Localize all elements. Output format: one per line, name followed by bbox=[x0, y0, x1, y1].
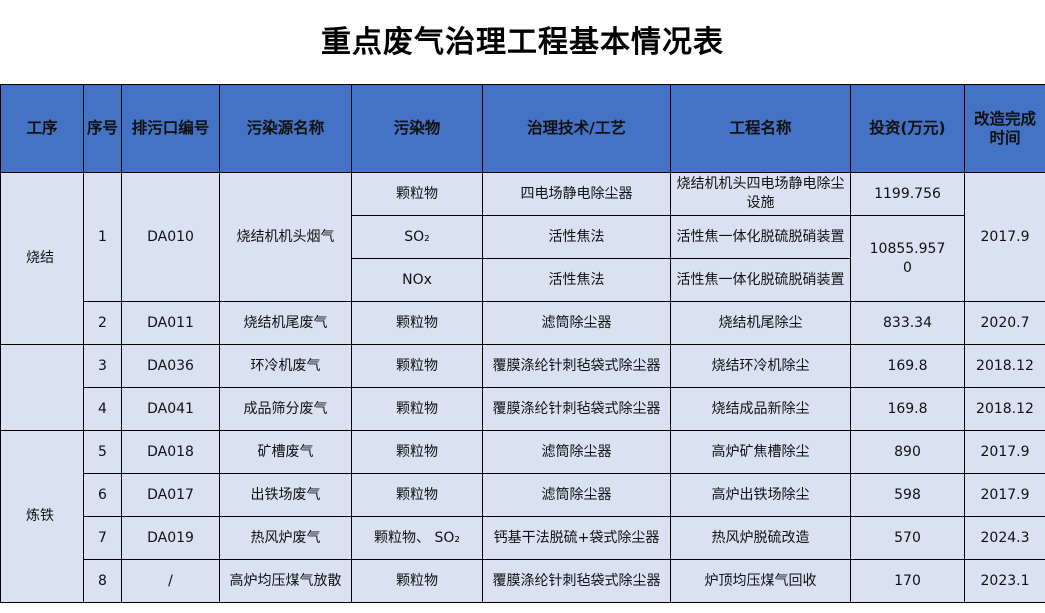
source-cell: 成品筛分废气 bbox=[219, 387, 352, 431]
table-row: 7 DA019 热风炉废气 颗粒物、 SO₂ 钙基干法脱硫+袋式除尘器 热风炉脱… bbox=[1, 516, 1045, 560]
header-source: 污染源名称 bbox=[219, 84, 352, 173]
tech-cell: 滤筒除尘器 bbox=[482, 473, 671, 517]
project-cell: 烧结机机头四电场静电除尘设施 bbox=[670, 172, 851, 216]
no-cell: 6 bbox=[83, 473, 122, 517]
project-cell: 烧结机尾除尘 bbox=[670, 301, 851, 345]
invest-cell: 169.8 bbox=[850, 387, 965, 431]
header-date: 改造完成时间 bbox=[964, 84, 1045, 173]
date-cell: 2020.7 bbox=[964, 301, 1045, 345]
table-row: 4 DA041 成品筛分废气 颗粒物 覆膜涤纶针刺毡袋式除尘器 烧结成品新除尘 … bbox=[1, 387, 1045, 431]
table-row: 炼铁 5 DA018 矿槽废气 颗粒物 滤筒除尘器 高炉矿焦槽除尘 890 20… bbox=[0, 430, 1045, 603]
outlet-cell: DA041 bbox=[121, 387, 220, 431]
table-row: 烧结 1 DA010 烧结机机头烟气 颗粒物 四电场静电除尘器 烧结机机头四电场… bbox=[0, 172, 1045, 345]
pollutant-cell: SO₂ bbox=[351, 215, 483, 259]
no-cell: 2 bbox=[83, 301, 122, 345]
outlet-cell: DA019 bbox=[121, 516, 220, 560]
invest-cell: 1199.756 bbox=[850, 172, 965, 216]
date-cell: 2018.12 bbox=[964, 387, 1045, 431]
tech-cell: 滤筒除尘器 bbox=[482, 430, 671, 474]
invest-value: 10855.9570 bbox=[869, 240, 946, 276]
table-row: NOx 活性焦法 活性焦一体化脱硫脱硝装置 bbox=[1, 258, 1045, 302]
invest-cell: 170 bbox=[850, 559, 965, 603]
source-cell: 高炉均压煤气放散 bbox=[219, 559, 352, 603]
tech-cell: 活性焦法 bbox=[482, 258, 671, 302]
pollutant-cell: 颗粒物、 SO₂ bbox=[351, 516, 483, 560]
table-row: 2 DA011 烧结机尾废气 颗粒物 滤筒除尘器 烧结机尾除尘 833.34 2… bbox=[1, 301, 1045, 345]
pollutant-cell: 颗粒物 bbox=[351, 301, 483, 345]
outlet-cell: DA011 bbox=[121, 301, 220, 345]
date-cell: 2024.3 bbox=[964, 516, 1045, 560]
header-process: 工序 bbox=[0, 84, 84, 173]
source-cell: 矿槽废气 bbox=[219, 430, 352, 474]
project-cell: 高炉出铁场除尘 bbox=[670, 473, 851, 517]
table-row: 3 DA036 环冷机废气 颗粒物 覆膜涤纶针刺毡袋式除尘器 烧结环冷机除尘 1… bbox=[0, 344, 1045, 431]
header-pollutant: 污染物 bbox=[351, 84, 483, 173]
tech-cell: 覆膜涤纶针刺毡袋式除尘器 bbox=[482, 344, 671, 388]
project-cell: 热风炉脱硫改造 bbox=[670, 516, 851, 560]
date-cell: 2017.9 bbox=[964, 473, 1045, 517]
invest-cell: 570 bbox=[850, 516, 965, 560]
tech-cell: 滤筒除尘器 bbox=[482, 301, 671, 345]
project-cell: 活性焦一体化脱硫脱硝装置 bbox=[670, 215, 851, 259]
table-row: 8 / 高炉均压煤气放散 颗粒物 覆膜涤纶针刺毡袋式除尘器 炉顶均压煤气回收 1… bbox=[1, 559, 1045, 603]
project-cell: 烧结成品新除尘 bbox=[670, 387, 851, 431]
table-row: 6 DA017 出铁场废气 颗粒物 滤筒除尘器 高炉出铁场除尘 598 2017… bbox=[1, 473, 1045, 517]
pollutant-cell: 颗粒物 bbox=[351, 559, 483, 603]
invest-cell: 890 bbox=[850, 430, 965, 474]
no-cell: 5 bbox=[83, 430, 122, 474]
invest-cell: 169.8 bbox=[850, 344, 965, 388]
tech-cell: 活性焦法 bbox=[482, 215, 671, 259]
pollutant-cell: 颗粒物 bbox=[351, 430, 483, 474]
outlet-cell: DA010 bbox=[121, 172, 220, 302]
no-cell: 7 bbox=[83, 516, 122, 560]
pollutant-cell: 颗粒物 bbox=[351, 473, 483, 517]
no-cell: 4 bbox=[83, 387, 122, 431]
header-tech: 治理技术/工艺 bbox=[482, 84, 671, 173]
project-cell: 炉顶均压煤气回收 bbox=[670, 559, 851, 603]
invest-cell: 598 bbox=[850, 473, 965, 517]
outlet-cell: DA018 bbox=[121, 430, 220, 474]
page-title: 重点废气治理工程基本情况表 bbox=[321, 25, 724, 60]
tech-cell: 钙基干法脱硫+袋式除尘器 bbox=[482, 516, 671, 560]
invest-cell: 10855.9570 bbox=[850, 215, 965, 302]
date-cell: 2023.1 bbox=[964, 559, 1045, 603]
date-cell: 2018.12 bbox=[964, 344, 1045, 388]
tech-cell: 覆膜涤纶针刺毡袋式除尘器 bbox=[482, 387, 671, 431]
pollutant-cell: 颗粒物 bbox=[351, 344, 483, 388]
project-cell: 活性焦一体化脱硫脱硝装置 bbox=[670, 258, 851, 302]
tech-cell: 四电场静电除尘器 bbox=[482, 172, 671, 216]
source-cell: 环冷机废气 bbox=[219, 344, 352, 388]
date-cell: 2017.9 bbox=[964, 172, 1045, 302]
header-outlet: 排污口编号 bbox=[121, 84, 220, 173]
outlet-cell: DA017 bbox=[121, 473, 220, 517]
source-cell: 烧结机机头烟气 bbox=[219, 172, 352, 302]
tech-cell: 覆膜涤纶针刺毡袋式除尘器 bbox=[482, 559, 671, 603]
process-cell: 炼铁 bbox=[0, 430, 84, 603]
no-cell: 3 bbox=[83, 344, 122, 388]
invest-cell: 833.34 bbox=[850, 301, 965, 345]
source-cell: 出铁场废气 bbox=[219, 473, 352, 517]
pollutant-cell: 颗粒物 bbox=[351, 387, 483, 431]
header-no: 序号 bbox=[83, 84, 122, 173]
header-row: 工序 序号 排污口编号 污染源名称 污染物 治理技术/工艺 工程名称 投资(万元… bbox=[0, 84, 1045, 173]
pollutant-cell: NOx bbox=[351, 258, 483, 302]
table-row: SO₂ 活性焦法 活性焦一体化脱硫脱硝装置 10855.9570 bbox=[1, 215, 1045, 302]
project-cell: 高炉矿焦槽除尘 bbox=[670, 430, 851, 474]
process-cell bbox=[0, 344, 84, 431]
no-cell: 1 bbox=[83, 172, 122, 302]
data-table: 工序 序号 排污口编号 污染源名称 污染物 治理技术/工艺 工程名称 投资(万元… bbox=[0, 84, 1045, 603]
process-cell: 烧结 bbox=[0, 172, 84, 345]
no-cell: 8 bbox=[83, 559, 122, 603]
outlet-cell: / bbox=[121, 559, 220, 603]
date-cell: 2017.9 bbox=[964, 430, 1045, 474]
source-cell: 烧结机尾废气 bbox=[219, 301, 352, 345]
header-project: 工程名称 bbox=[670, 84, 851, 173]
pollutant-cell: 颗粒物 bbox=[351, 172, 483, 216]
header-invest: 投资(万元) bbox=[850, 84, 965, 173]
source-cell: 热风炉废气 bbox=[219, 516, 352, 560]
outlet-cell: DA036 bbox=[121, 344, 220, 388]
project-cell: 烧结环冷机除尘 bbox=[670, 344, 851, 388]
